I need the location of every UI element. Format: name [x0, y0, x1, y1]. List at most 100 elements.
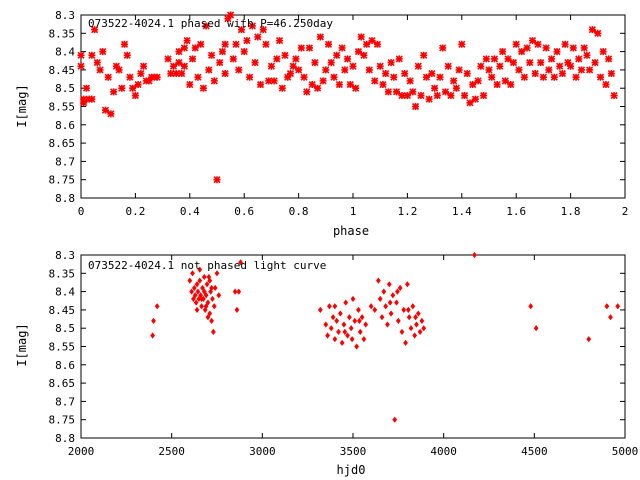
data-point	[203, 292, 209, 299]
data-point	[596, 73, 605, 81]
data-point	[93, 59, 101, 67]
data-point	[205, 66, 213, 74]
data-point	[308, 80, 316, 89]
data-point	[460, 91, 469, 100]
data-point	[577, 66, 586, 74]
data-point	[203, 303, 209, 310]
data-point	[178, 69, 186, 78]
data-point	[531, 69, 539, 78]
data-point	[556, 62, 564, 70]
data-point	[558, 69, 567, 78]
data-point	[356, 317, 362, 324]
data-point	[209, 284, 214, 292]
data-point	[254, 33, 262, 41]
data-point	[191, 295, 196, 303]
data-point	[387, 299, 393, 306]
data-point	[99, 48, 107, 56]
data-point	[324, 40, 333, 48]
data-point	[413, 314, 418, 321]
data-point	[80, 95, 88, 103]
data-point	[346, 80, 354, 89]
data-point	[386, 281, 392, 288]
data-point	[547, 55, 556, 63]
data-point	[414, 321, 419, 328]
data-point	[401, 306, 407, 313]
data-point	[235, 66, 243, 74]
data-point	[398, 91, 406, 100]
data-point	[390, 73, 398, 81]
data-point	[210, 77, 218, 85]
data-point	[537, 59, 545, 67]
data-point	[303, 88, 311, 96]
data-point	[186, 80, 194, 89]
y-tick-label: 8.4	[55, 286, 75, 299]
data-point	[278, 84, 286, 92]
data-point	[390, 292, 396, 299]
data-point	[348, 325, 354, 332]
data-point	[395, 288, 400, 295]
data-point	[488, 73, 496, 81]
x-tick-label: 3500	[340, 445, 367, 458]
data-point	[337, 310, 343, 317]
data-point	[210, 328, 216, 335]
y-tick-label: 8.65	[49, 137, 76, 150]
data-point	[594, 29, 602, 37]
data-point	[77, 62, 85, 70]
data-point	[569, 44, 577, 52]
data-point	[209, 317, 214, 324]
data-point	[153, 73, 161, 81]
x-tick-label: 2500	[158, 445, 185, 458]
data-point	[447, 91, 455, 100]
y-tick-label: 8.65	[49, 377, 76, 390]
unphased-plot-axes: 2000 2500 3000 3500 4000 4500 5000 8.3 8.35 8.4 8.…	[49, 249, 639, 458]
y-tick-label: 8.7	[55, 395, 75, 408]
phased-plot-ylabel: I[mag]	[15, 84, 29, 127]
data-point	[190, 270, 195, 277]
data-point	[243, 37, 251, 45]
data-point	[201, 288, 207, 295]
unphased-plot-title: 073522-4024.1 not phased light curve	[88, 259, 326, 272]
x-tick-label: 2	[622, 205, 629, 218]
data-point	[234, 306, 240, 313]
data-point	[376, 277, 381, 284]
data-point	[515, 66, 523, 74]
data-point	[586, 66, 594, 74]
data-point	[586, 336, 592, 343]
data-point	[292, 55, 300, 63]
data-point	[377, 295, 383, 303]
data-point	[188, 55, 197, 63]
data-point	[518, 48, 526, 56]
data-point	[359, 314, 365, 321]
data-point	[202, 22, 210, 30]
data-point	[397, 284, 403, 292]
phased-plot-title: 073522-4024.1 phased with P=46.250day	[88, 17, 333, 30]
data-point	[317, 306, 323, 313]
data-point	[350, 295, 356, 303]
data-point	[322, 66, 330, 74]
data-point	[77, 51, 85, 59]
data-point	[349, 62, 357, 70]
data-point	[444, 62, 452, 70]
unphased-plot-panel: 2000 2500 3000 3500 4000 4500 5000 8.3 8.35 8.4 8.…	[15, 249, 638, 477]
y-tick-label: 8.5	[55, 322, 75, 335]
data-point	[455, 66, 463, 74]
data-point	[564, 59, 572, 67]
y-tick-label: 8.5	[55, 82, 75, 95]
data-point	[112, 62, 120, 70]
data-point	[419, 317, 425, 324]
data-point	[496, 62, 504, 70]
data-point	[183, 37, 191, 45]
data-point	[336, 328, 341, 335]
data-point	[561, 40, 569, 48]
data-point	[482, 55, 490, 63]
data-point	[199, 84, 207, 92]
data-point	[187, 277, 193, 284]
data-point	[281, 51, 289, 59]
data-point	[333, 51, 341, 59]
phased-plot-panel: 0 0.2 0.4 0.6 0.8 1 1.2 1.4 1.6 1.8 2 8.3 8.35 8.4 8.4…	[15, 9, 628, 238]
unphased-plot-frame	[80, 254, 626, 439]
data-point	[213, 176, 221, 184]
data-point	[371, 77, 379, 85]
data-point	[167, 69, 175, 78]
data-point	[373, 40, 382, 48]
